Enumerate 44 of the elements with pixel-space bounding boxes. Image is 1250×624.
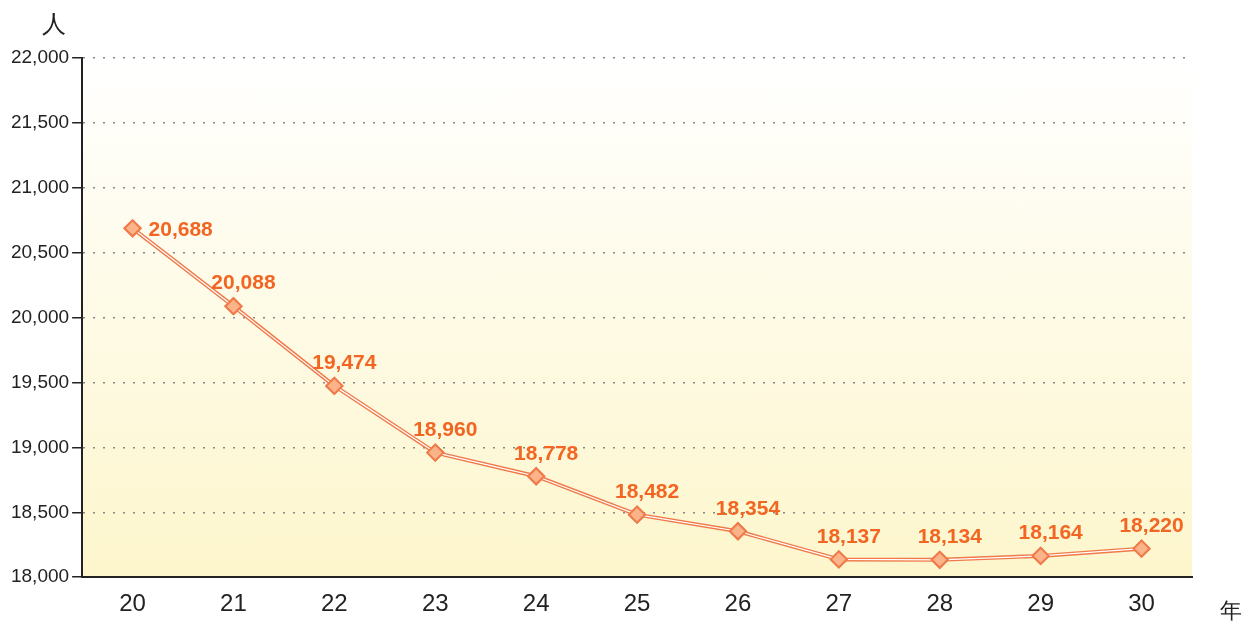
- point: [224, 297, 243, 316]
- x-axis-title: 年: [1220, 597, 1242, 624]
- y-tick-label: 21,000: [10, 176, 70, 198]
- y-tick-label: 22,000: [10, 46, 70, 68]
- y-tick-label: 21,500: [10, 111, 70, 133]
- y-axis-title: 人: [42, 9, 66, 40]
- point: [728, 522, 747, 541]
- y-tick-label: 20,500: [10, 240, 70, 262]
- x-tick-label: 28: [926, 589, 954, 617]
- point: [628, 505, 647, 524]
- x-tick-label: 26: [724, 589, 752, 617]
- x-tick-label: 25: [623, 589, 651, 617]
- x-tick-label: 20: [119, 589, 146, 617]
- data-label: 18,137: [816, 523, 881, 547]
- point: [325, 376, 344, 395]
- y-tick-label: 18,500: [10, 500, 70, 522]
- y-tick-label: 18,000: [10, 565, 70, 587]
- point: [527, 467, 546, 486]
- data-label: 18,164: [1018, 520, 1084, 544]
- data-label: 18,354: [715, 495, 781, 519]
- x-tick-label: 30: [1128, 589, 1155, 617]
- data-label: 18,960: [413, 416, 478, 440]
- point: [930, 550, 949, 569]
- x-tick-label: 27: [825, 589, 853, 617]
- data-label: 20,688: [148, 216, 214, 240]
- data-label: 18,134: [917, 524, 983, 548]
- data-label: 20,088: [211, 270, 276, 294]
- data-label: 19,474: [312, 350, 377, 374]
- x-tick-label: 23: [421, 589, 449, 617]
- point: [426, 443, 445, 462]
- point: [1031, 546, 1050, 565]
- y-tick-label: 19,000: [10, 435, 70, 457]
- point: [829, 550, 848, 569]
- y-tick-label: 19,500: [10, 370, 70, 392]
- data-label: 18,778: [514, 440, 579, 464]
- point: [1132, 539, 1151, 558]
- x-tick-label: 21: [220, 589, 247, 617]
- x-tick-label: 22: [321, 589, 348, 617]
- data-label: 18,220: [1119, 512, 1184, 536]
- x-tick-label: 24: [522, 589, 550, 617]
- data-label: 18,482: [614, 478, 680, 502]
- y-tick-label: 20,000: [10, 305, 70, 327]
- x-tick-label: 29: [1027, 589, 1054, 617]
- point: [123, 219, 142, 238]
